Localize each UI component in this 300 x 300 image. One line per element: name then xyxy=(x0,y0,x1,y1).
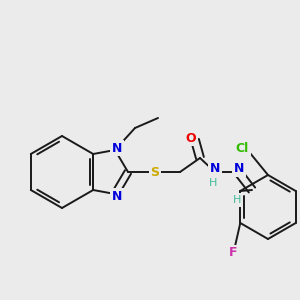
Text: N: N xyxy=(234,163,244,176)
Text: F: F xyxy=(229,247,238,260)
Text: Cl: Cl xyxy=(236,142,249,155)
Text: N: N xyxy=(210,163,220,176)
Text: N: N xyxy=(112,142,122,154)
Text: O: O xyxy=(186,131,196,145)
Text: N: N xyxy=(112,190,122,202)
Text: S: S xyxy=(151,166,160,178)
Text: H: H xyxy=(209,178,217,188)
Text: H: H xyxy=(233,195,241,205)
